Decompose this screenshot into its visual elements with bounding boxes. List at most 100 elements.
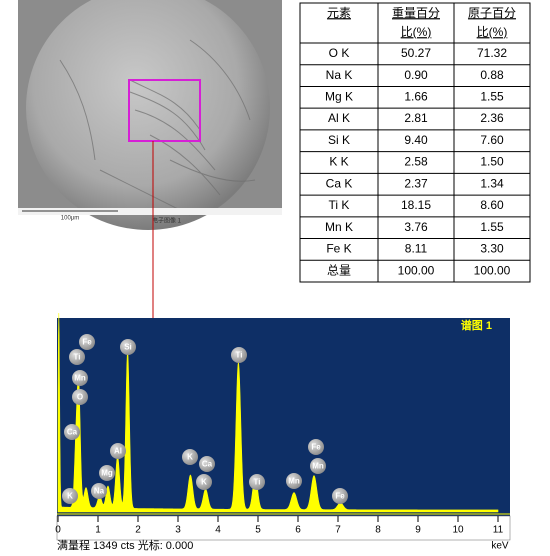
table-cell: 100.00 (474, 263, 511, 277)
peak-badge (99, 465, 115, 481)
sem-image: 100μm 电子图像 1 (18, 0, 282, 230)
table-cell: 9.40 (404, 133, 428, 147)
table-cell: 3.76 (404, 220, 428, 234)
peak-badge (182, 449, 198, 465)
peak-label: Ti (74, 353, 81, 362)
peak-label: Ti (254, 478, 261, 487)
table-cell: Si K (328, 133, 350, 147)
peak-label: Na (94, 487, 105, 496)
x-unit: keV (491, 541, 509, 552)
table-cell: Mn K (325, 220, 353, 234)
peak-label: K (187, 453, 193, 462)
table-cell: 71.32 (477, 46, 507, 60)
peak-badge (69, 349, 85, 365)
peak-label: Ti (236, 351, 243, 360)
peak-label: Mn (74, 374, 86, 383)
peak-label: K (67, 492, 73, 501)
table-cell: 总量 (327, 263, 351, 277)
table-cell: 1.66 (404, 89, 428, 103)
spectrum-title: 谱图 1 (461, 318, 492, 332)
table-cell: 1.55 (480, 220, 504, 234)
peak-label: Al (114, 447, 122, 456)
peak-label: Mg (101, 469, 113, 478)
x-tick-label: 5 (255, 525, 261, 536)
x-tick-label: 9 (415, 525, 421, 536)
peak-label: Mn (288, 477, 300, 486)
table-cell: Al K (328, 111, 350, 125)
header-cell: 比(%) (477, 25, 508, 39)
peak-badge (249, 474, 265, 490)
peak-label: Ca (202, 460, 213, 469)
header-cell: 重量百分 (392, 6, 440, 20)
table-cell: K K (329, 155, 348, 169)
spectrum-trace (57, 312, 499, 513)
peak-label: Ca (67, 428, 78, 437)
table-cell: 8.11 (405, 242, 428, 256)
peak-badge (79, 334, 95, 350)
table-cell: Mg K (325, 89, 353, 103)
peak-label: K (201, 478, 207, 487)
table-cell: 0.90 (404, 68, 428, 82)
table-cell: 1.55 (480, 89, 504, 103)
peak-badge (196, 474, 212, 490)
x-tick-label: 7 (335, 525, 341, 536)
peak-badge (231, 347, 247, 363)
peak-label: Fe (335, 492, 345, 501)
peak-badge (120, 339, 136, 355)
table-cell: 2.81 (404, 111, 428, 125)
peak-label: Mn (312, 462, 324, 471)
header-cell: 原子百分 (468, 6, 516, 20)
table-cell: 1.50 (480, 155, 504, 169)
table-cell: Na K (326, 68, 353, 82)
table-cell: Ti K (329, 198, 350, 212)
table-cell: 50.27 (401, 46, 431, 60)
spectrum-footer: 满量程 1349 cts 光标: 0.000 (57, 538, 193, 552)
table-cell: 2.58 (404, 155, 428, 169)
table-cell: 100.00 (398, 263, 435, 277)
peak-badge (72, 389, 88, 405)
x-tick-label: 8 (375, 525, 381, 536)
peak-badge (64, 424, 80, 440)
peak-label: Fe (311, 443, 321, 452)
x-tick-label: 0 (55, 525, 61, 536)
x-tick-label: 1 (95, 525, 101, 536)
x-tick-label: 6 (295, 525, 301, 536)
scale-label: 100μm (61, 216, 79, 222)
peak-label: Fe (82, 338, 92, 347)
peak-badge (308, 439, 324, 455)
selection-box (128, 79, 201, 142)
spectrum: 谱图 1 满量程 1349 cts 光标: 0.000 keV 0 1 2 3 4 5 6 7… (55, 312, 511, 552)
table-cell: 0.88 (480, 68, 504, 82)
peak-label: O (77, 393, 83, 402)
peak-badge (286, 473, 302, 489)
table-border (299, 2, 531, 283)
x-tick-label: 3 (175, 525, 181, 536)
header-cell: 元素 (327, 6, 351, 20)
peak-badge (310, 458, 326, 474)
table-cell: O K (329, 46, 350, 60)
x-tick-label: 10 (452, 525, 464, 536)
table-cell: 2.37 (404, 176, 428, 190)
table-cell: 2.36 (480, 111, 504, 125)
peak-badge (110, 443, 126, 459)
table-cell: 3.30 (480, 242, 504, 256)
peak-label: Si (124, 343, 132, 352)
peak-badge (62, 488, 78, 504)
table-cell: 1.34 (480, 176, 504, 190)
peak-badge (91, 483, 107, 499)
x-tick-label: 4 (215, 525, 221, 536)
table-cell: Fe K (326, 242, 351, 256)
peak-badge (199, 456, 215, 472)
peak-badge (72, 370, 88, 386)
peak-badge (332, 488, 348, 504)
header-cell: 比(%) (401, 25, 432, 39)
table-cell: Ca K (326, 176, 353, 190)
table-cell: 8.60 (480, 198, 504, 212)
table-cell: 7.60 (480, 133, 504, 147)
x-tick-label: 11 (493, 525, 504, 536)
image-caption: 电子图像 1 (152, 217, 182, 225)
table-cell: 18.15 (401, 198, 431, 212)
x-tick-label: 2 (135, 525, 141, 536)
